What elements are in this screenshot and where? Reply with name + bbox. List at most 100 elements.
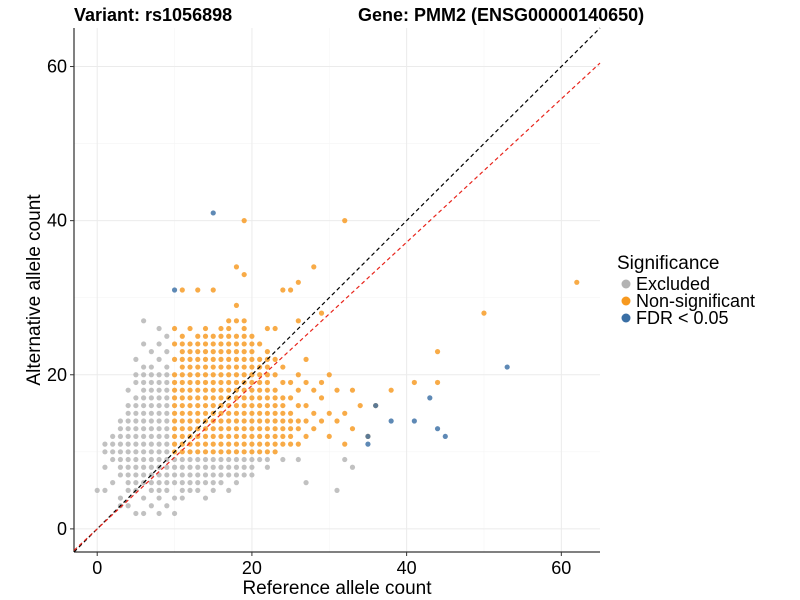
data-point [156, 433, 162, 440]
data-point [171, 426, 178, 432]
data-point [233, 433, 240, 440]
data-point [117, 495, 124, 501]
data-point [342, 441, 348, 447]
data-point [264, 433, 270, 440]
data-point [148, 433, 154, 440]
data-point [133, 402, 139, 409]
data-point [210, 449, 216, 455]
data-point [249, 472, 255, 478]
data-point [233, 441, 240, 447]
data-point [195, 480, 201, 486]
data-point [280, 456, 286, 463]
data-point [257, 387, 263, 393]
data-point [210, 402, 216, 409]
data-point [318, 379, 325, 386]
data-point [241, 426, 247, 432]
data-point [210, 472, 216, 478]
data-point [218, 433, 224, 440]
data-point [249, 333, 255, 339]
data-point [226, 379, 232, 386]
data-point [187, 395, 193, 401]
data-point [156, 387, 162, 393]
data-point [117, 426, 124, 432]
data-point [249, 410, 255, 416]
data-point [287, 426, 294, 432]
data-point [195, 487, 201, 493]
data-point [202, 333, 209, 339]
data-point [233, 302, 240, 309]
data-point [264, 449, 270, 455]
x-tick-label: 20 [242, 558, 262, 578]
data-point [148, 410, 154, 416]
data-point [156, 487, 162, 493]
data-point [141, 449, 147, 455]
data-point [280, 364, 286, 370]
data-point [195, 333, 201, 339]
data-point [233, 480, 240, 486]
data-point [303, 356, 309, 362]
data-point [156, 441, 162, 447]
data-point [187, 325, 193, 332]
data-point [218, 395, 224, 401]
data-point [141, 433, 147, 440]
data-point [210, 464, 216, 470]
data-point [187, 472, 193, 478]
data-point [280, 402, 286, 409]
data-point [164, 410, 170, 416]
data-point [133, 433, 139, 440]
x-tick-label: 0 [92, 558, 102, 578]
data-point [148, 372, 154, 378]
data-point [195, 379, 201, 386]
legend-label-non-significant: Non-significant [636, 291, 755, 311]
data-point [164, 402, 170, 409]
data-point [349, 426, 356, 432]
data-point [110, 441, 116, 447]
data-point [210, 433, 216, 440]
data-point [241, 449, 247, 455]
data-point [434, 426, 441, 432]
data-point [125, 472, 131, 478]
data-point [141, 364, 147, 370]
legend-swatch-excluded [621, 279, 631, 289]
data-point [110, 449, 116, 455]
data-point [164, 372, 170, 378]
data-point [141, 379, 147, 386]
data-point [171, 480, 178, 486]
data-point [187, 341, 193, 347]
data-point [202, 449, 209, 455]
data-point [249, 433, 255, 440]
data-point [257, 356, 263, 362]
data-point [210, 379, 216, 386]
data-point [179, 464, 185, 470]
data-point [179, 418, 185, 424]
data-point [202, 379, 209, 386]
data-point [226, 318, 232, 324]
data-point [434, 379, 441, 386]
data-point [202, 495, 209, 501]
data-point [164, 480, 170, 486]
series-excluded [94, 318, 356, 517]
data-point [210, 210, 216, 216]
data-point [295, 318, 301, 324]
data-point [171, 418, 178, 424]
data-point [133, 480, 139, 486]
data-point [411, 418, 417, 424]
data-point [202, 349, 209, 355]
data-point [280, 426, 286, 432]
data-point [210, 387, 216, 393]
data-point [318, 418, 325, 424]
data-point [133, 456, 139, 463]
data-point [156, 356, 162, 362]
data-point [141, 402, 147, 409]
data-point [125, 418, 131, 424]
data-point [388, 387, 394, 393]
data-point [133, 426, 139, 432]
data-point [141, 387, 147, 393]
data-point [125, 402, 131, 409]
data-point [411, 379, 417, 386]
data-point [125, 464, 131, 470]
data-point [334, 487, 340, 493]
data-point [257, 372, 263, 378]
data-point [117, 449, 124, 455]
data-point [233, 379, 240, 386]
